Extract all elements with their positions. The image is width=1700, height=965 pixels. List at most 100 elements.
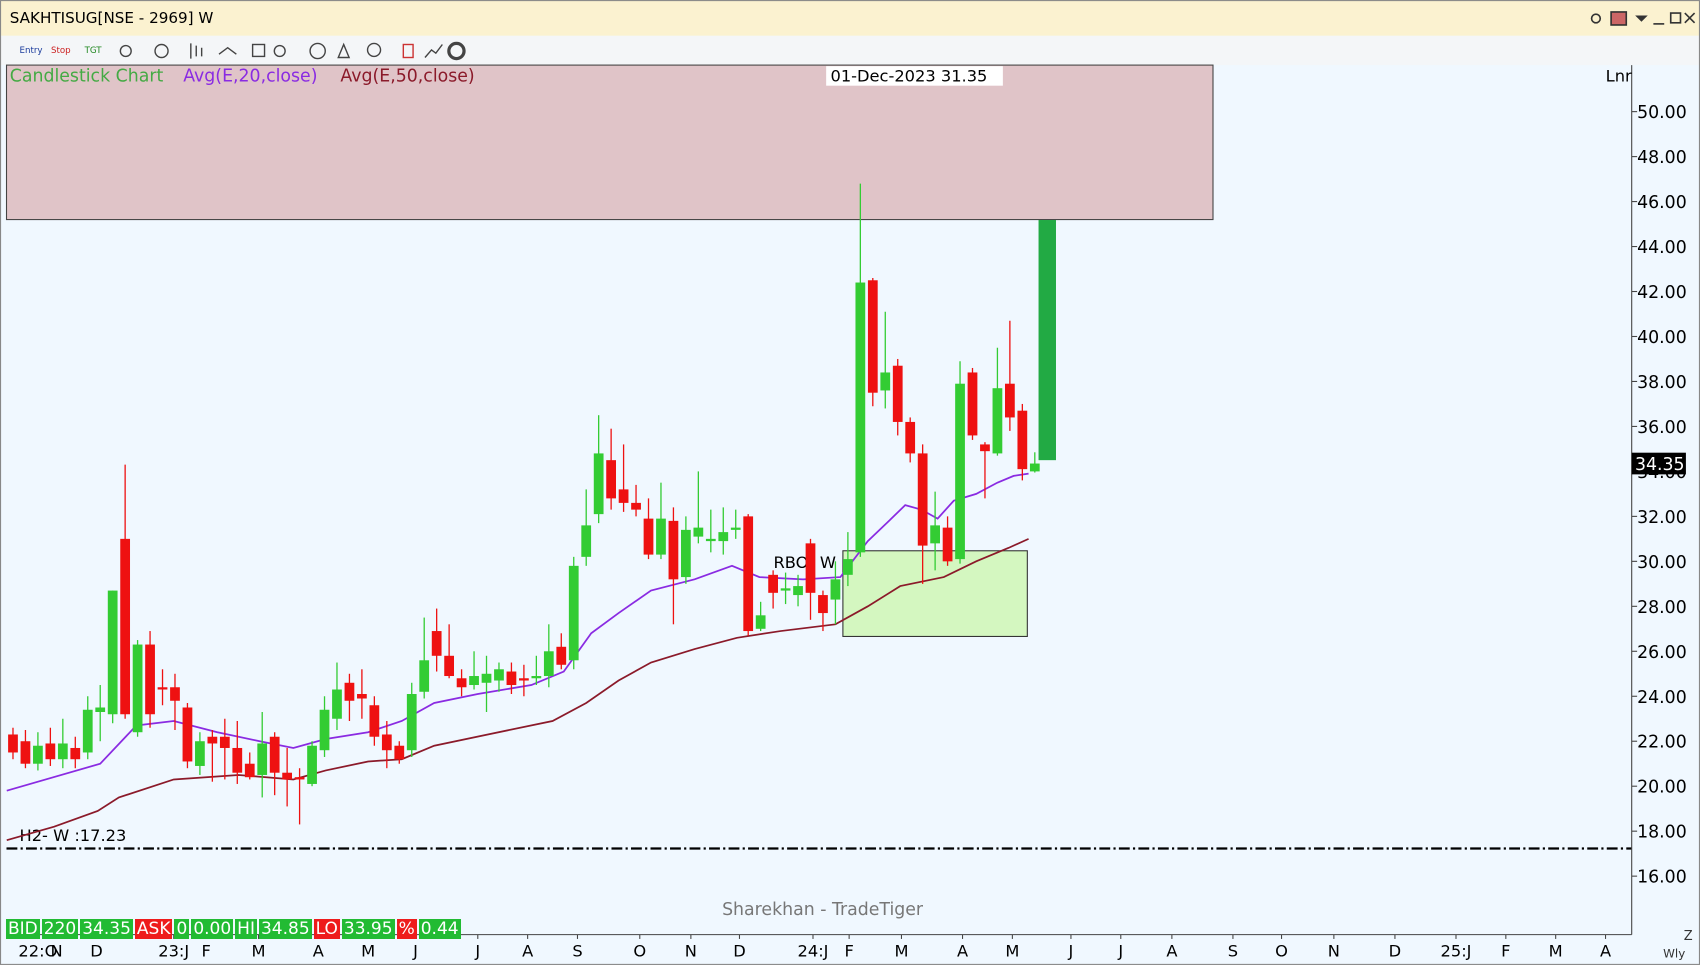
y-tick-label: 44.00 xyxy=(1637,238,1687,258)
legend-entry: Avg(E,20,close) xyxy=(183,66,317,86)
search-button[interactable] xyxy=(1590,13,1602,24)
candle-body xyxy=(269,736,280,773)
close-button[interactable] xyxy=(1684,12,1696,24)
candle-body xyxy=(755,615,766,629)
candle-body xyxy=(282,772,293,780)
window-buttons[interactable] xyxy=(1590,11,1696,26)
x-tick-label: N xyxy=(1328,941,1340,960)
tool-icon[interactable] xyxy=(251,43,266,58)
candle-body xyxy=(357,694,367,699)
candle-body xyxy=(232,747,243,773)
candle-body xyxy=(120,538,131,715)
tool-icon[interactable] xyxy=(154,43,169,59)
candle-body xyxy=(494,669,504,681)
candle-body xyxy=(157,687,168,690)
tool-icon[interactable] xyxy=(424,44,443,58)
y-tick-label: 26.00 xyxy=(1637,643,1687,663)
candle-body xyxy=(182,707,193,762)
candle-body xyxy=(743,516,754,632)
candle-body xyxy=(967,372,978,436)
tool-icon[interactable] xyxy=(337,42,351,59)
tool-icon[interactable] xyxy=(119,44,132,58)
candle-body xyxy=(95,707,106,712)
x-tick-label: D xyxy=(733,941,746,960)
x-tick-label: A xyxy=(1600,941,1611,960)
candle-body xyxy=(33,745,43,764)
status-label: ASK xyxy=(134,919,173,939)
x-tick-label: M xyxy=(251,941,265,960)
candle-body xyxy=(668,520,679,580)
period-label: Wly xyxy=(1663,946,1685,960)
last-value-label: 34.35 xyxy=(1635,455,1685,475)
status-label: % xyxy=(396,919,417,939)
y-tick-label: 48.00 xyxy=(1637,148,1687,168)
tool-icon[interactable] xyxy=(273,44,286,58)
x-tick-label: F xyxy=(201,941,210,960)
toolbar xyxy=(0,35,1700,66)
candle-body xyxy=(568,565,579,661)
candle-body xyxy=(830,579,841,600)
axis-mode: Lnr xyxy=(1606,66,1632,85)
candle-body xyxy=(693,527,704,537)
status-value: 220 xyxy=(41,919,79,939)
x-tick-label: M xyxy=(894,941,908,960)
target-tool[interactable]: TGT xyxy=(84,46,103,56)
candle-body xyxy=(730,527,741,530)
candle-body xyxy=(307,745,317,784)
tool-icon[interactable] xyxy=(402,43,414,59)
candle-body xyxy=(855,282,866,553)
moving-average-line xyxy=(6,538,1029,841)
maximize-button[interactable] xyxy=(1669,12,1682,24)
tool-icon[interactable] xyxy=(447,41,466,61)
candle-body xyxy=(244,763,255,778)
tool-icon[interactable] xyxy=(366,42,382,58)
candle-body xyxy=(905,421,916,454)
candle-body xyxy=(82,709,93,753)
title-bar xyxy=(0,0,1700,36)
candle-body xyxy=(431,631,442,656)
candle-body xyxy=(942,527,953,562)
status-value: 0.44 xyxy=(418,919,461,939)
x-tick-label: D xyxy=(90,941,103,960)
y-tick-label: 16.00 xyxy=(1637,868,1687,888)
status-label: LO xyxy=(313,919,340,939)
toolbar-icons[interactable] xyxy=(119,41,466,61)
stop-tool[interactable]: Stop xyxy=(51,46,71,56)
status-value: 0 xyxy=(174,919,190,939)
tool-icon[interactable] xyxy=(218,46,237,55)
zoom-label[interactable]: Z xyxy=(1684,929,1693,944)
candle-body xyxy=(406,694,417,751)
candle-body xyxy=(145,644,155,715)
candle-body xyxy=(980,444,990,452)
candle-body xyxy=(419,660,430,692)
candle-body xyxy=(593,453,604,515)
x-tick-label: M xyxy=(1549,941,1563,960)
candle-body xyxy=(45,743,56,760)
candle-body xyxy=(394,745,405,760)
zone xyxy=(1038,220,1056,461)
x-tick-label: 25:J xyxy=(1441,941,1472,960)
candle-body xyxy=(681,529,691,578)
candle-body xyxy=(892,365,903,422)
menu-button[interactable] xyxy=(1635,15,1648,22)
x-tick-label: A xyxy=(522,941,533,960)
tool-icon[interactable] xyxy=(190,43,203,59)
x-tick-label: F xyxy=(844,941,853,960)
x-tick-label: J xyxy=(1068,941,1074,960)
x-tick-label: 23:J xyxy=(158,941,189,960)
x-tick-label: J xyxy=(1117,941,1123,960)
tool-icon[interactable] xyxy=(309,42,326,60)
candle-body xyxy=(70,747,81,760)
entry-tool[interactable]: Entry xyxy=(20,46,43,56)
candle-body xyxy=(917,453,928,546)
candle-body xyxy=(793,586,803,596)
candle-body xyxy=(381,734,392,751)
candle-body xyxy=(606,460,617,499)
x-tick-label: A xyxy=(957,941,968,960)
candle-body xyxy=(992,388,1003,454)
candle-body xyxy=(1029,463,1040,472)
picture-button[interactable] xyxy=(1610,11,1628,26)
y-tick-label: 22.00 xyxy=(1637,733,1687,753)
candle-body xyxy=(1017,410,1028,470)
